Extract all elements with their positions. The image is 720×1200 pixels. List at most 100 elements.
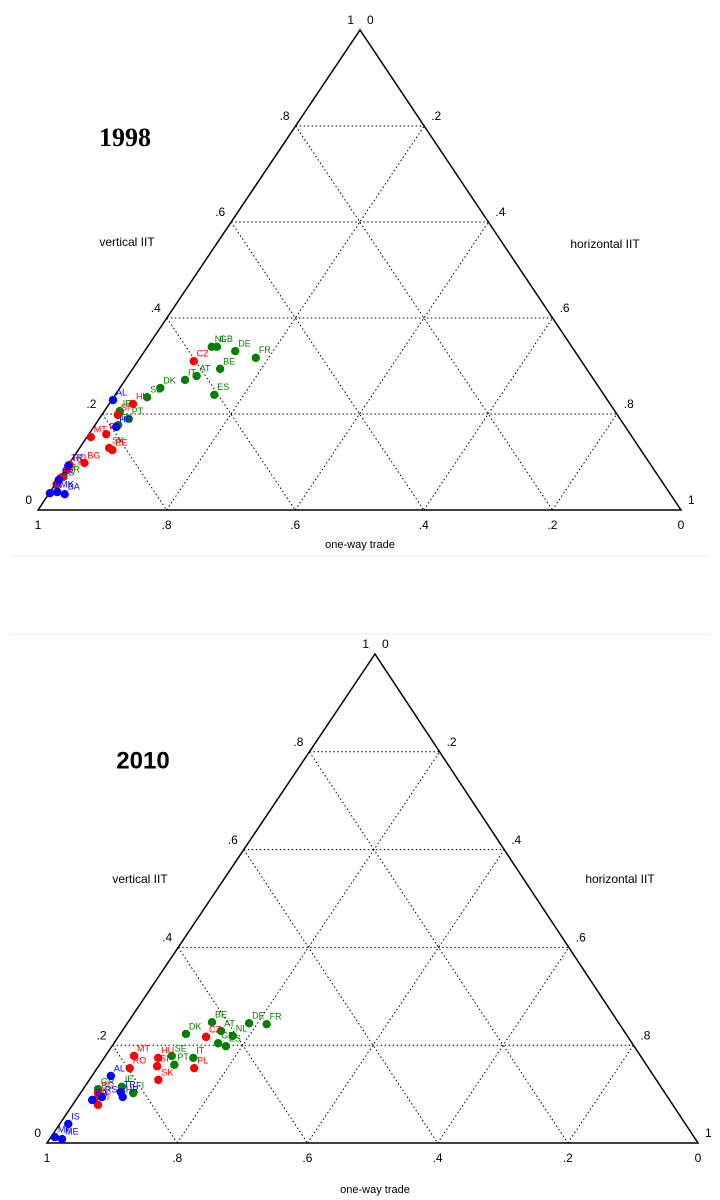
tick-label: .6	[560, 301, 570, 315]
data-point	[112, 422, 121, 432]
point-label: FR	[259, 345, 271, 355]
tick-label: .4	[419, 518, 429, 532]
tick-label: 1	[705, 1126, 712, 1140]
data-point	[189, 1053, 198, 1063]
point-label: EE	[115, 437, 127, 447]
data-point	[102, 429, 111, 439]
point-label: IS	[53, 481, 62, 491]
point-label: NL	[215, 334, 227, 344]
tick-label: .6	[302, 1151, 312, 1165]
grid-line	[294, 221, 489, 511]
point-label: IE	[123, 398, 132, 408]
point-label: GR	[66, 464, 80, 474]
point-label: BG	[101, 1080, 114, 1090]
axis-title: one-way trade	[340, 1184, 410, 1196]
point-label: RS	[62, 467, 75, 477]
data-point	[128, 399, 138, 409]
point-label: SE	[150, 385, 162, 395]
data-point	[97, 1092, 107, 1102]
point-label: MT	[94, 424, 107, 434]
point-label: ES	[229, 1034, 241, 1044]
point-label: DK	[163, 375, 176, 385]
tick-label: .8	[280, 109, 290, 123]
tick-label: .6	[290, 518, 300, 532]
axis-title: one-way trade	[325, 539, 395, 551]
tick-label: .8	[172, 1151, 182, 1165]
point-label: BG	[87, 450, 100, 460]
data-point	[64, 1119, 73, 1129]
data-point	[142, 393, 152, 402]
point-label: SI	[121, 402, 130, 412]
point-label: FI	[136, 1080, 144, 1090]
axis-title: vertical IIT	[112, 872, 168, 886]
data-point	[124, 414, 133, 423]
data-point	[156, 383, 165, 393]
tick-label: 1	[362, 637, 369, 651]
data-point	[210, 390, 219, 399]
point-label: DE	[238, 338, 251, 348]
data-point	[244, 1018, 254, 1028]
triangle-edge	[36, 28, 683, 511]
data-point	[167, 1051, 176, 1061]
data-point	[108, 445, 117, 455]
axis-title: vertical IIT	[99, 235, 155, 249]
data-point	[215, 364, 225, 374]
data-point	[93, 1100, 103, 1110]
tick-label: 1	[347, 13, 354, 27]
point-label: LT	[101, 1092, 111, 1102]
point-label: TR	[124, 1080, 136, 1090]
point-label: CZ	[209, 1024, 221, 1034]
point-label: HR	[126, 1084, 139, 1094]
point-label: IS	[71, 1111, 80, 1121]
point-label: DK	[189, 1021, 202, 1031]
data-point	[262, 1019, 271, 1029]
data-point	[231, 346, 240, 356]
grid-line	[177, 947, 308, 1144]
data-point	[57, 1134, 67, 1144]
point-label: GB	[220, 334, 233, 344]
grid-line	[243, 849, 439, 1144]
grid-line	[101, 413, 168, 511]
panel-title: 1998	[99, 123, 151, 152]
point-label: DE	[252, 1011, 265, 1021]
grid-line	[423, 317, 554, 511]
data-point	[228, 1031, 237, 1041]
point-label: PL	[197, 1056, 208, 1066]
point-label: CZ	[197, 349, 209, 359]
point-label: ME	[65, 1126, 79, 1136]
data-point	[207, 1018, 217, 1027]
point-label: BA	[68, 482, 80, 492]
data-point	[106, 1071, 116, 1081]
grid-line	[176, 751, 441, 1144]
data-point	[154, 1075, 163, 1085]
point-label: SK	[112, 435, 124, 445]
grid-line	[306, 849, 505, 1144]
point-label: HR	[119, 414, 132, 424]
point-label: PT	[132, 406, 144, 416]
point-label: CY	[70, 458, 83, 468]
data-point	[251, 353, 261, 363]
grid-line	[230, 221, 425, 511]
tick-label: .6	[576, 931, 586, 945]
grid-line	[551, 413, 618, 511]
tick-label: 1	[35, 518, 42, 532]
tick-label: .2	[447, 735, 457, 749]
data-point	[128, 1088, 138, 1098]
data-point	[52, 487, 62, 497]
grid-line	[295, 125, 553, 511]
point-label: MK	[60, 479, 73, 489]
tick-label: .2	[563, 1151, 573, 1165]
tick-label: .2	[86, 397, 96, 411]
tick-label: .2	[97, 1028, 107, 1042]
grid-line	[567, 1044, 634, 1144]
point-label: AL	[114, 1063, 125, 1073]
data-point	[80, 458, 89, 468]
point-label: BE	[215, 1010, 227, 1020]
point-label: RO	[73, 452, 87, 462]
tick-label: .6	[215, 205, 225, 219]
point-label: MT	[137, 1043, 150, 1053]
data-point	[192, 371, 201, 381]
tick-label: .4	[495, 205, 505, 219]
point-label: SI	[160, 1054, 169, 1064]
